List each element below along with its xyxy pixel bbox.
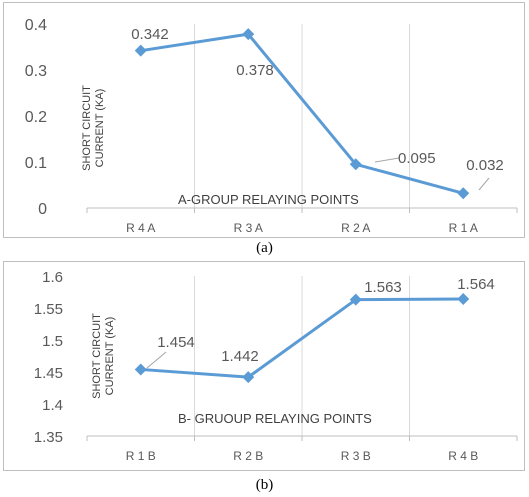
- chart-b-marker: [457, 293, 470, 306]
- chart-b-marker: [242, 371, 255, 384]
- chart-b-marker: [349, 293, 362, 306]
- chart-a-x-tick-label: R 1 A: [449, 221, 478, 235]
- chart-a-series-line: [140, 32, 464, 195]
- chart-b-data-label: 1.563: [364, 279, 402, 296]
- chart-a-panel: [3, 2, 525, 238]
- chart-a-y-tick-label: 0.1: [25, 155, 47, 172]
- chart-b-x-tick-label: R 4 B: [448, 449, 478, 463]
- chart-b-marker: [134, 363, 147, 376]
- chart-a-leader-line: [478, 177, 490, 191]
- chart-b-series-line: [140, 297, 464, 379]
- chart-a-marker: [457, 187, 470, 200]
- chart-b-y-tick-label: 1.45: [34, 365, 63, 382]
- chart-b-y-tick-label: 1.4: [42, 397, 63, 414]
- chart-a-marker: [349, 158, 362, 171]
- chart-a-data-label: 0.095: [398, 150, 436, 167]
- chart-a-x-axis-label: A-GROUP RELAYING POINTS: [178, 192, 359, 207]
- chart-b-y-tick-label: 1.55: [34, 301, 63, 318]
- chart-a-svg: 0 0.1 0.2 0.3 0.4 R 4 A R 3 A R 2 A R 1 A SHORT C…: [25, 17, 518, 235]
- chart-a-leader-line: [374, 157, 400, 163]
- chart-b-data-label: 1.442: [221, 348, 259, 365]
- chart-a-data-label: 0.032: [466, 157, 504, 174]
- chart-b-y-axis-label-line: SHORT CIRCUIT: [91, 313, 103, 399]
- chart-a-x-tick-label: R 3 A: [234, 221, 263, 235]
- chart-b-y-tick-label: 1.5: [42, 333, 63, 350]
- chart-b-y-axis-label-line: CURRENT (KA): [104, 317, 116, 396]
- chart-b-caption: (b): [255, 477, 274, 493]
- chart-a-data-label: 0.342: [131, 26, 169, 43]
- chart-a-y-tick-label: 0.2: [25, 109, 47, 126]
- chart-a-y-axis-label-line: CURRENT (KA): [94, 89, 106, 168]
- chart-b-x-tick-label: R 1 B: [126, 449, 156, 463]
- chart-b-x-axis-label: B- GRUOUP RELAYING POINTS: [178, 411, 372, 426]
- chart-b-y-axis-label: SHORT CIRCUIT CURRENT (KA): [91, 313, 116, 399]
- chart-a-data-label: 0.378: [236, 62, 274, 79]
- chart-b-leader-line: [146, 351, 167, 369]
- chart-a-y-axis-label: SHORT CIRCUIT CURRENT (KA): [81, 85, 106, 171]
- chart-b-x-tick-label: R 3 B: [341, 449, 371, 463]
- chart-a-y-tick-label: 0.4: [25, 17, 47, 34]
- chart-a-x-tick-label: R 2 A: [341, 221, 370, 235]
- chart-b-y-tick-label: 1.6: [42, 269, 63, 286]
- chart-a-caption: (a): [256, 240, 273, 256]
- chart-a-marker: [134, 44, 147, 57]
- chart-a-y-axis-label-line: SHORT CIRCUIT: [81, 85, 93, 171]
- chart-a-x-tick-label: R 4 A: [126, 221, 155, 235]
- chart-b-data-label: 1.564: [457, 276, 495, 293]
- chart-b-data-label: 1.454: [157, 334, 195, 351]
- chart-a-marker: [242, 28, 255, 41]
- chart-a-y-tick-label: 0: [38, 201, 47, 218]
- chart-b-x-tick-label: R 2 B: [233, 449, 263, 463]
- chart-b-y-tick-label: 1.35: [34, 429, 63, 446]
- chart-a-y-tick-label: 0.3: [25, 63, 47, 80]
